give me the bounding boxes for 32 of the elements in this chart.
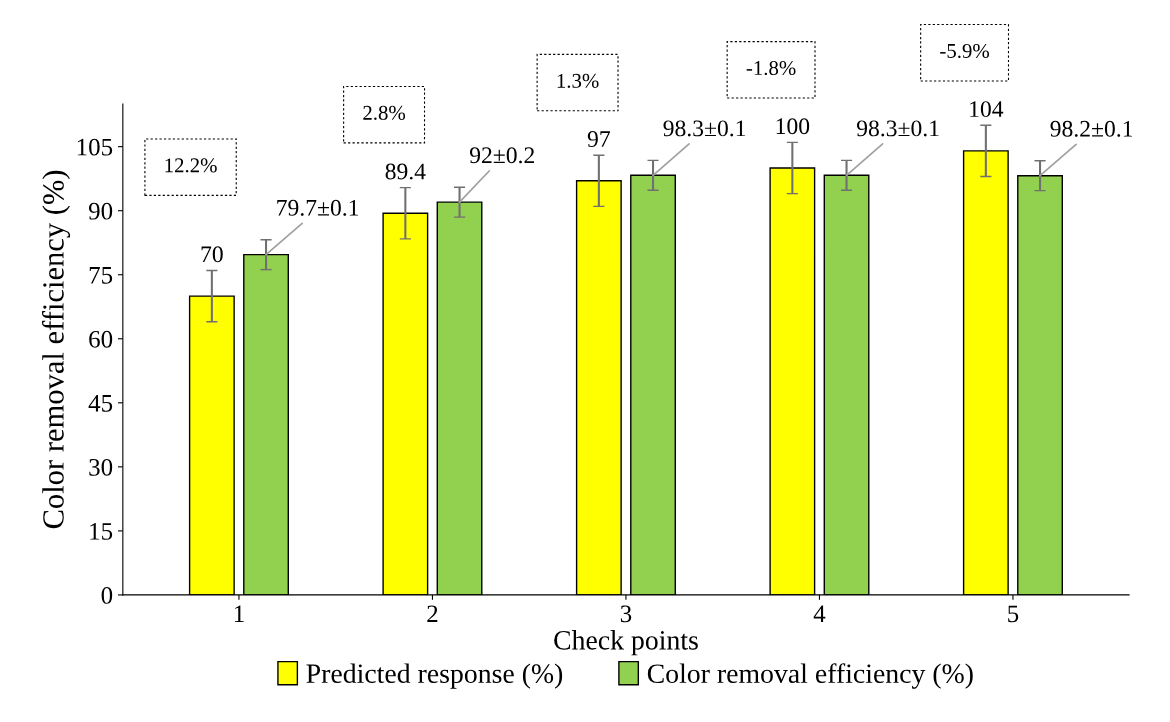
x-tick-label: 4	[813, 605, 826, 622]
text: -1.8%	[746, 60, 796, 76]
data-label: 92±0.2	[469, 147, 534, 164]
x-tick-label: 1	[234, 605, 244, 622]
annotation: 12.2%	[165, 158, 217, 173]
legend-label: Color removal efficiency (%)	[647, 663, 973, 689]
y-tick-label: 105	[77, 138, 113, 156]
x-tick-label: 2	[427, 605, 438, 622]
y-tick-label: 60	[89, 330, 113, 348]
y-tick-label: 45	[88, 395, 113, 412]
y-tick-label: 30	[89, 458, 113, 476]
data-label: 98.2±0.1	[1050, 120, 1133, 137]
y-tick-label: 15	[90, 523, 113, 540]
legend-label: Predicted response (%)	[306, 663, 563, 689]
data-label: 100	[776, 118, 810, 135]
text: -5.9%	[940, 43, 990, 59]
y-axis-title: Color removal efficiency (%)	[41, 170, 71, 529]
data-label: 70	[201, 246, 223, 263]
y-tick-label: 75	[89, 267, 113, 284]
data-label: 79.7±0.1	[277, 199, 359, 216]
annotation: 2.8%	[363, 105, 406, 120]
text: 1.3%	[557, 73, 599, 88]
data-label: 104	[970, 101, 1004, 118]
data-label: 98.3±0.1	[663, 120, 746, 137]
data-label: 89.4	[385, 163, 426, 180]
y-tick-label: 90	[88, 202, 113, 220]
x-tick-label: 5	[1008, 605, 1019, 623]
data-label: 97	[587, 131, 610, 147]
x-tick-label: 3	[620, 605, 632, 623]
x-axis-title: Check points	[554, 630, 698, 656]
data-label: 98.3±0.1	[856, 120, 939, 137]
y-tick-label: 0	[101, 586, 113, 604]
